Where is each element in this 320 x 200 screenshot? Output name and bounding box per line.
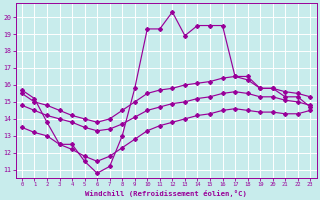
X-axis label: Windchill (Refroidissement éolien,°C): Windchill (Refroidissement éolien,°C) (85, 190, 247, 197)
